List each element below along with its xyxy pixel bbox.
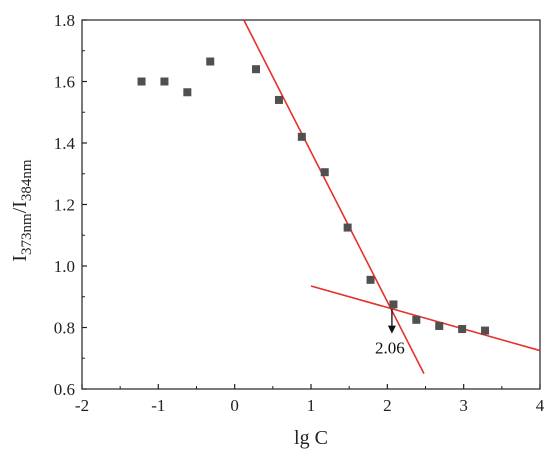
x-tick-label: 3 (459, 396, 468, 415)
x-tick-label: -1 (151, 396, 165, 415)
y-tick-label: 0.8 (54, 319, 75, 338)
data-point (320, 168, 329, 177)
data-point (137, 77, 146, 86)
y-axis-label-sub2: 384nm (19, 159, 35, 201)
plot-frame (81, 19, 541, 390)
y-tick-label: 1.4 (54, 134, 76, 153)
axis-ticks (81, 19, 541, 390)
y-axis-label-sub1: 373nm (19, 213, 35, 255)
data-point (274, 95, 283, 104)
fit-lines (243, 19, 541, 374)
data-point (366, 275, 375, 284)
y-tick-label: 1.0 (54, 257, 75, 276)
y-tick-label: 1.2 (54, 196, 75, 215)
fit-line (310, 285, 541, 352)
y-tick-label: 1.8 (54, 11, 75, 30)
intersection-annotation: 2.06 (375, 309, 405, 358)
data-point (389, 300, 398, 309)
y-tick-label: 0.6 (54, 380, 75, 399)
y-axis-label-base: I (9, 255, 31, 262)
data-point (412, 315, 421, 324)
data-point (435, 321, 444, 330)
data-point (481, 326, 490, 335)
data-point (183, 88, 192, 97)
x-tick-label: 1 (307, 396, 316, 415)
data-point (206, 57, 215, 66)
data-point (252, 65, 261, 74)
x-tick-label: -2 (75, 396, 89, 415)
data-point (343, 223, 352, 232)
x-tick-label: 2 (383, 396, 392, 415)
y-axis-label-sep: /I (9, 201, 31, 213)
x-tick-label: 0 (230, 396, 239, 415)
data-point (297, 132, 306, 141)
annotation-label: 2.06 (375, 339, 405, 358)
fit-line (243, 19, 425, 374)
annotation-arrow-head (387, 325, 396, 334)
data-point (160, 77, 169, 86)
y-axis-label: I373nm/I384nm (9, 159, 35, 262)
y-tick-label: 1.6 (54, 73, 75, 92)
data-point (458, 325, 467, 334)
x-axis-label: lg C (294, 427, 328, 449)
x-tick-label: 4 (536, 396, 545, 415)
data-points (137, 57, 490, 335)
axis-tick-labels: -2 -1 0 1 2 3 4 0.6 0.8 1.0 1.2 1.4 1.6 1.8 (54, 11, 545, 415)
